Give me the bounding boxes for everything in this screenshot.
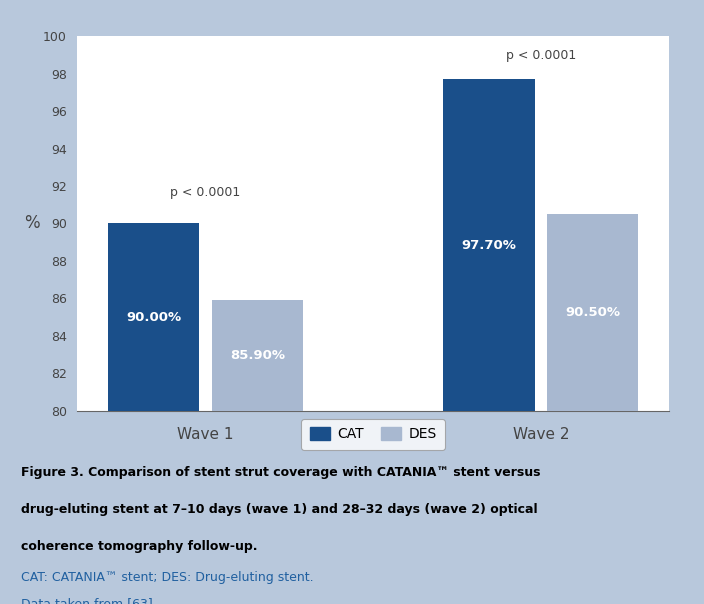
Text: 90.00%: 90.00% — [126, 310, 181, 324]
Bar — [212, 300, 303, 604]
Legend: CAT, DES: CAT, DES — [301, 419, 445, 450]
Text: p < 0.0001: p < 0.0001 — [505, 50, 576, 62]
Bar — [444, 79, 534, 604]
Text: Data taken from [63].: Data taken from [63]. — [21, 597, 157, 604]
Bar — [547, 214, 639, 604]
Text: p < 0.0001: p < 0.0001 — [170, 186, 241, 199]
Text: CAT: CATANIA™ stent; DES: Drug-eluting stent.: CAT: CATANIA™ stent; DES: Drug-eluting s… — [21, 571, 314, 585]
Y-axis label: %: % — [24, 214, 40, 233]
Bar — [108, 223, 199, 604]
Text: drug-eluting stent at 7–10 days (wave 1) and 28–32 days (wave 2) optical: drug-eluting stent at 7–10 days (wave 1)… — [21, 503, 538, 516]
Text: 85.90%: 85.90% — [230, 349, 285, 362]
Text: coherence tomography follow-up.: coherence tomography follow-up. — [21, 541, 258, 553]
Text: 90.50%: 90.50% — [565, 306, 620, 319]
Text: 97.70%: 97.70% — [462, 239, 517, 251]
Text: Figure 3. Comparison of stent strut coverage with CATANIA™ stent versus: Figure 3. Comparison of stent strut cove… — [21, 466, 541, 480]
